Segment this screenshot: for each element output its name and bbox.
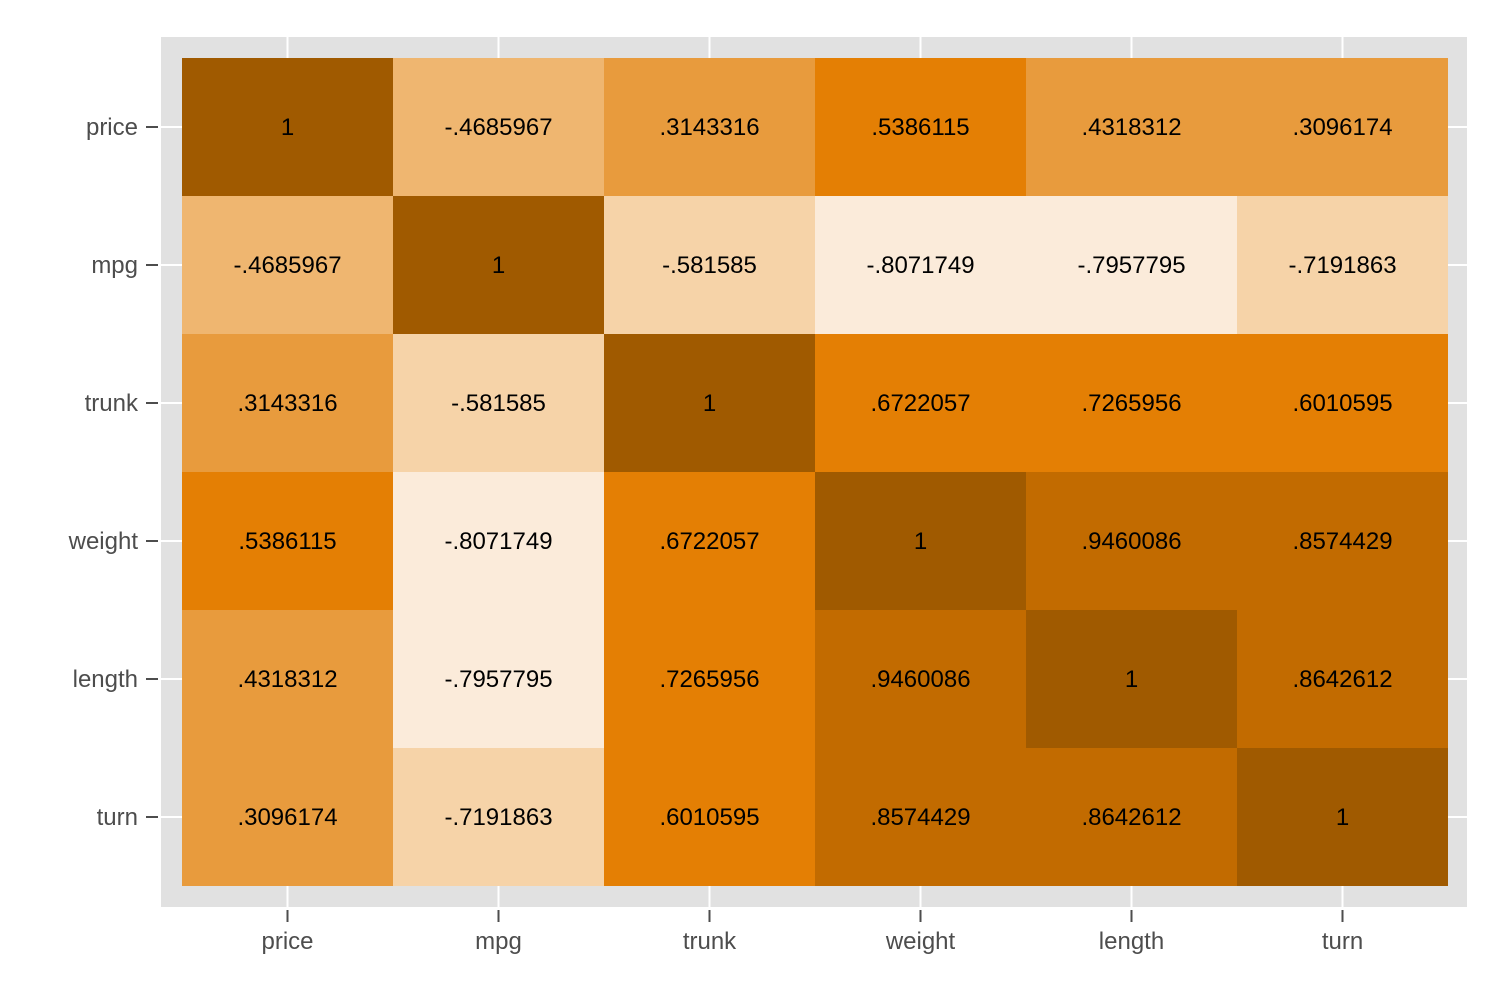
cell-value-label: .5386115: [238, 528, 336, 555]
y-axis: price mpg trunk weight length turn: [68, 114, 158, 831]
cell-value-label: .7265956: [1081, 390, 1181, 417]
heatmap-cell-turn-mpg: [393, 748, 604, 886]
heatmap-cell-price-price: [182, 58, 393, 196]
cell-value-label: .8574429: [870, 804, 970, 831]
heatmap-cell-price-weight: [815, 58, 1026, 196]
y-tick-label: weight: [68, 528, 139, 555]
heatmap-cell-length-price: [182, 610, 393, 748]
heatmap-cell-price-mpg: [393, 58, 604, 196]
cell-value-label: -.7957795: [444, 666, 552, 693]
heatmap-cell-length-weight: [815, 610, 1026, 748]
cell-value-label: .6010595: [659, 804, 759, 831]
heatmap-cell-mpg-mpg: [393, 196, 604, 334]
cell-value-label: .9460086: [1081, 528, 1181, 555]
heatmap-cell-turn-turn: [1237, 748, 1448, 886]
cell-value-label: 1: [1125, 666, 1138, 693]
heatmap-cell-price-trunk: [604, 58, 815, 196]
heatmap-cell-mpg-weight: [815, 196, 1026, 334]
cell-value-label: 1: [703, 390, 716, 417]
cell-value-label: -.4685967: [444, 114, 552, 141]
cell-value-label: .3096174: [1292, 114, 1392, 141]
heatmap-cell-length-mpg: [393, 610, 604, 748]
cell-value-label: .3096174: [237, 804, 337, 831]
heatmap-cell-mpg-price: [182, 196, 393, 334]
heatmap-cells: [182, 58, 1448, 886]
cell-value-label: -.8071749: [444, 528, 552, 555]
x-tick-label: price: [261, 928, 313, 955]
heatmap-cell-weight-trunk: [604, 472, 815, 610]
heatmap-cell-weight-price: [182, 472, 393, 610]
y-tick-label: length: [73, 666, 138, 693]
heatmap-cell-trunk-turn: [1237, 334, 1448, 472]
heatmap-cell-labels: 1 -.4685967 .3143316 .5386115 .4318312 .30961…: [233, 114, 1396, 831]
heatmap-cell-trunk-mpg: [393, 334, 604, 472]
heatmap-cell-mpg-length: [1026, 196, 1237, 334]
x-tick-label: turn: [1322, 928, 1363, 955]
heatmap-cell-length-length: [1026, 610, 1237, 748]
cell-value-label: .3143316: [659, 114, 759, 141]
heatmap-cell-length-turn: [1237, 610, 1448, 748]
x-tick-label: weight: [885, 928, 956, 955]
heatmap-cell-turn-length: [1026, 748, 1237, 886]
cell-value-label: -.581585: [662, 252, 757, 279]
heatmap-cell-turn-price: [182, 748, 393, 886]
x-tick-label: trunk: [683, 928, 737, 955]
y-tick-label: trunk: [85, 390, 139, 417]
y-tick-label: price: [86, 114, 138, 141]
cell-value-label: .8642612: [1081, 804, 1181, 831]
y-tick-label: mpg: [91, 252, 138, 279]
cell-value-label: .9460086: [870, 666, 970, 693]
heatmap-cell-trunk-weight: [815, 334, 1026, 472]
cell-value-label: .6010595: [1292, 390, 1392, 417]
x-tick-label: length: [1099, 928, 1164, 955]
cell-value-label: .6722057: [870, 390, 970, 417]
heatmap-cell-mpg-turn: [1237, 196, 1448, 334]
heatmap-cell-trunk-trunk: [604, 334, 815, 472]
cell-value-label: -.7957795: [1077, 252, 1185, 279]
heatmap-cell-weight-turn: [1237, 472, 1448, 610]
heatmap-cell-price-length: [1026, 58, 1237, 196]
heatmap-cell-trunk-length: [1026, 334, 1237, 472]
x-axis: price mpg trunk weight length turn: [261, 910, 1363, 955]
cell-value-label: -.8071749: [866, 252, 974, 279]
cell-value-label: .4318312: [1081, 114, 1181, 141]
heatmap-cell-mpg-trunk: [604, 196, 815, 334]
heatmap-cell-turn-weight: [815, 748, 1026, 886]
cell-value-label: 1: [492, 252, 505, 279]
cell-value-label: .8574429: [1292, 528, 1392, 555]
x-tick-label: mpg: [475, 928, 522, 955]
cell-value-label: -.581585: [451, 390, 546, 417]
heatmap-cell-trunk-price: [182, 334, 393, 472]
heatmap-cell-weight-weight: [815, 472, 1026, 610]
cell-value-label: .4318312: [237, 666, 337, 693]
heatmap-cell-length-trunk: [604, 610, 815, 748]
heatmap-cell-price-turn: [1237, 58, 1448, 196]
cell-value-label: .3143316: [237, 390, 337, 417]
cell-value-label: .7265956: [659, 666, 759, 693]
cell-value-label: -.4685967: [233, 252, 341, 279]
y-tick-label: turn: [97, 804, 138, 831]
cell-value-label: -.7191863: [444, 804, 552, 831]
heatmap-cell-weight-length: [1026, 472, 1237, 610]
cell-value-label: 1: [281, 114, 294, 141]
cell-value-label: -.7191863: [1288, 252, 1396, 279]
cell-value-label: .8642612: [1292, 666, 1392, 693]
cell-value-label: .6722057: [659, 528, 759, 555]
heatmap-cell-weight-mpg: [393, 472, 604, 610]
heatmap-cell-turn-trunk: [604, 748, 815, 886]
cell-value-label: 1: [1336, 804, 1349, 831]
cell-value-label: .5386115: [871, 114, 969, 141]
cell-value-label: 1: [914, 528, 927, 555]
